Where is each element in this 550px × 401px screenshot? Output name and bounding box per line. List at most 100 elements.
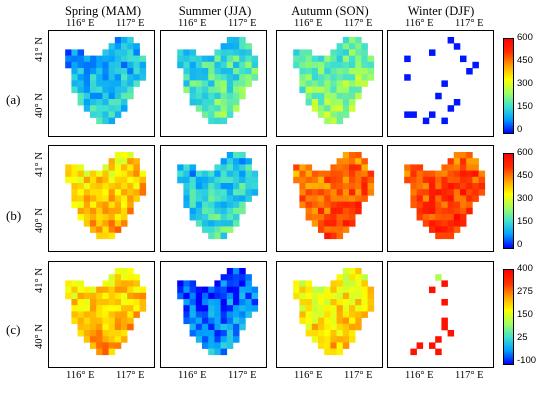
grid-cell bbox=[342, 86, 350, 94]
grid-cell bbox=[214, 170, 221, 178]
grid-cell bbox=[318, 111, 325, 118]
grid-cell bbox=[342, 80, 350, 87]
grid-cell bbox=[299, 280, 306, 287]
grid-cell bbox=[435, 92, 442, 100]
grid-cell bbox=[233, 189, 240, 196]
grid-cell bbox=[293, 170, 300, 178]
lon-label-0: 116° E bbox=[178, 18, 207, 29]
grid-cell bbox=[183, 49, 190, 56]
grid-cell bbox=[441, 80, 448, 87]
grid-cell bbox=[189, 49, 197, 56]
grid-cell bbox=[355, 176, 362, 184]
grid-cell bbox=[460, 176, 467, 184]
grid-cell bbox=[349, 330, 356, 337]
grid-cell bbox=[293, 49, 300, 56]
grid-cell bbox=[195, 61, 203, 69]
grid-cell bbox=[361, 55, 368, 63]
grid-cell bbox=[214, 280, 221, 287]
grid-cell bbox=[422, 195, 430, 202]
grid-cell bbox=[121, 286, 128, 294]
grid-cell bbox=[202, 299, 209, 306]
grid-cell bbox=[139, 74, 147, 81]
grid-cell bbox=[453, 99, 461, 106]
grid-cell bbox=[330, 164, 337, 171]
grid-cell bbox=[195, 207, 203, 215]
grid-cell bbox=[239, 158, 246, 165]
grid-cell bbox=[183, 170, 190, 178]
grid-cell bbox=[77, 292, 85, 300]
grid-cell bbox=[305, 170, 313, 178]
grid-cell bbox=[361, 189, 368, 196]
grid-cell bbox=[202, 111, 209, 118]
grid-cell bbox=[233, 164, 240, 171]
grid-cell bbox=[139, 286, 147, 294]
grid-cell bbox=[226, 61, 234, 69]
grid-cell bbox=[108, 105, 116, 112]
grid-cell bbox=[127, 49, 134, 56]
grid-cell bbox=[324, 170, 331, 178]
grid-cell bbox=[226, 317, 234, 325]
grid-cell bbox=[96, 220, 103, 227]
grid-cell bbox=[108, 164, 116, 171]
grid-cell bbox=[245, 80, 252, 87]
grid-cell bbox=[77, 55, 85, 63]
grid-cell bbox=[330, 336, 337, 343]
grid-cell bbox=[96, 305, 103, 312]
grid-cell bbox=[121, 195, 128, 202]
grid-cell bbox=[108, 176, 116, 184]
grid-cell bbox=[318, 286, 325, 294]
grid-cell bbox=[472, 189, 479, 196]
grid-cell bbox=[121, 214, 128, 221]
grid-cell bbox=[239, 207, 246, 215]
grid-cell bbox=[121, 37, 128, 44]
grid-cell bbox=[336, 201, 344, 209]
grid-cell bbox=[460, 189, 467, 196]
grid-cell bbox=[220, 317, 228, 325]
grid-cell bbox=[226, 342, 234, 349]
grid-cell bbox=[208, 220, 215, 227]
grid-cell bbox=[220, 280, 228, 287]
grid-cell bbox=[342, 99, 350, 106]
grid-cell bbox=[83, 80, 91, 87]
lon-label-0: 116° E bbox=[178, 370, 207, 381]
grid-cell bbox=[245, 286, 252, 294]
grid-cell bbox=[226, 311, 234, 318]
grid-cell bbox=[127, 80, 134, 87]
grid-cell bbox=[102, 342, 109, 349]
grid-cell bbox=[102, 232, 109, 240]
grid-cell bbox=[349, 55, 356, 63]
grid-cell bbox=[202, 92, 209, 100]
grid-cell bbox=[305, 99, 313, 106]
grid-cell bbox=[177, 49, 184, 56]
grid-cell bbox=[361, 292, 368, 300]
grid-cell bbox=[114, 292, 122, 300]
grid-cell bbox=[336, 336, 344, 343]
grid-cell bbox=[355, 55, 362, 63]
grid-cell bbox=[226, 280, 234, 287]
grid-cell bbox=[422, 189, 430, 196]
grid-cell bbox=[90, 74, 97, 81]
grid-cell bbox=[121, 183, 128, 190]
grid-cell bbox=[361, 164, 368, 171]
map-panel-b-spring bbox=[48, 145, 155, 252]
grid-cell bbox=[239, 164, 246, 171]
grid-cell bbox=[349, 176, 356, 184]
grid-cell bbox=[127, 305, 134, 312]
grid-cell bbox=[90, 226, 97, 233]
grid-cell bbox=[108, 342, 116, 349]
grid-cell bbox=[233, 92, 240, 100]
grid-cell bbox=[239, 86, 246, 94]
grid-cell bbox=[214, 220, 221, 227]
map-panel-a-summer bbox=[160, 30, 267, 137]
grid-cell bbox=[226, 226, 234, 233]
grid-cell bbox=[318, 86, 325, 94]
grid-cell bbox=[233, 274, 240, 281]
grid-cell bbox=[96, 61, 103, 69]
grid-cell bbox=[453, 189, 461, 196]
grid-cell bbox=[324, 330, 331, 337]
grid-cell bbox=[214, 195, 221, 202]
grid-cell bbox=[139, 183, 147, 190]
grid-cell bbox=[299, 74, 306, 81]
grid-cell bbox=[65, 55, 72, 63]
grid-cell bbox=[71, 299, 78, 306]
